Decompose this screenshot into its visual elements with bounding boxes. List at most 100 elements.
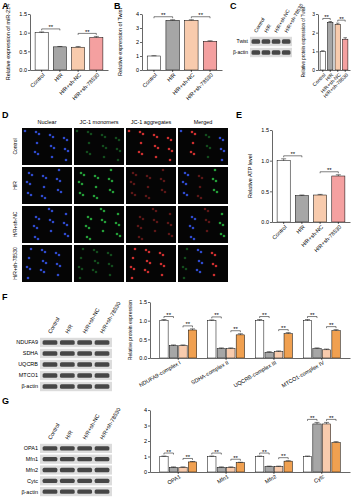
cell-signal [156, 136, 159, 139]
cell-signal [64, 233, 67, 236]
y-tick-mark [140, 14, 142, 15]
cell-signal [131, 192, 134, 195]
blot-band [43, 457, 58, 461]
blot-band [95, 468, 110, 472]
bar [185, 20, 198, 70]
y-axis-line [142, 15, 143, 71]
blot-band [262, 50, 271, 54]
bar [227, 467, 235, 472]
blot-strip [40, 455, 112, 464]
micrograph [74, 245, 124, 282]
cell-signal [154, 230, 157, 233]
cell-signal [163, 180, 166, 183]
cell-signal [145, 195, 148, 198]
y-axis-line [30, 15, 31, 71]
column-header: Nuclear [38, 119, 57, 125]
cell-signal [28, 172, 31, 175]
cell-signal [105, 147, 108, 150]
blot-band [95, 479, 110, 483]
sig-label: ** [198, 12, 203, 18]
lane-label: H/R+sh-78530 [99, 301, 122, 335]
cell-signal [40, 269, 43, 272]
cell-signal [144, 269, 147, 272]
y-tick-label: 1 [144, 454, 147, 460]
bar [322, 424, 330, 472]
x-tick-label: MTCO1-complex IV [280, 359, 325, 389]
cell-signal [134, 194, 137, 197]
y-tick-label: 0 [144, 469, 147, 475]
error-bar [334, 441, 339, 443]
x-tick-label: H/R+sh-78530 [313, 224, 342, 253]
cell-signal [81, 183, 84, 186]
cell-signal [201, 262, 204, 265]
cell-signal [167, 222, 170, 225]
panel-label: C [230, 1, 237, 11]
cell-signal [53, 147, 56, 150]
cell-signal [220, 233, 223, 236]
bar [284, 461, 292, 472]
y-tick-mark [140, 70, 142, 71]
cell-signal [78, 266, 81, 269]
y-tick: 0 [144, 469, 150, 475]
y-tick: 1 [136, 53, 142, 59]
cell-signal [37, 238, 40, 241]
cell-signal [147, 271, 150, 274]
cell-signal [104, 221, 107, 224]
column-header: JC-1 monomers [79, 119, 118, 125]
cell-signal [170, 224, 173, 227]
error-bar [276, 350, 281, 352]
y-tick-label: 4 [144, 407, 147, 413]
error-bar [170, 19, 175, 21]
cell-signal [82, 248, 85, 251]
y-tick-label: 1.5 [139, 299, 147, 305]
blot-band [60, 479, 75, 483]
protein-label: β-actin [233, 49, 248, 55]
cell-signal [104, 136, 107, 139]
x-tick-label: Mfn2 [264, 473, 278, 484]
error-bar [315, 422, 320, 424]
cell-signal [49, 134, 52, 137]
bar [265, 352, 273, 358]
cell-signal [108, 178, 111, 181]
panel-label: B [114, 1, 121, 11]
bar [332, 176, 345, 222]
error-bar [257, 320, 262, 321]
bar [343, 39, 348, 70]
x-tick: Control [141, 70, 158, 89]
cell-signal [214, 254, 217, 257]
sig-label: ** [161, 12, 166, 18]
bar [332, 443, 340, 472]
cell-signal [200, 251, 203, 254]
x-tick-label: Mfn1 [216, 473, 230, 484]
y-tick-mark [148, 410, 150, 411]
cell-signal [212, 178, 215, 181]
y-tick-mark [316, 14, 318, 15]
micrograph [22, 206, 72, 243]
cell-signal [115, 137, 118, 140]
cell-signal [131, 277, 134, 280]
y-tick: 2 [144, 438, 150, 444]
cell-signal [55, 252, 58, 255]
y-tick-mark [316, 70, 318, 71]
panel-label: E [236, 110, 242, 120]
x-tick: Mfn1 [216, 472, 230, 485]
cell-signal [211, 252, 214, 255]
cell-signal [160, 178, 163, 181]
cell-signal [52, 221, 55, 224]
cell-signal [130, 181, 133, 184]
bar [284, 334, 292, 358]
cell-signal [112, 191, 115, 194]
error-bar [76, 46, 81, 48]
cell-signal [182, 266, 185, 269]
cell-signal [60, 191, 63, 194]
x-tick-label: Control [271, 224, 288, 241]
bar [208, 457, 216, 473]
sig-label: ** [166, 312, 171, 318]
bar [236, 335, 244, 358]
y-tick-label: 3 [136, 25, 139, 31]
protein-label: Twist [237, 38, 249, 44]
cell-signal [87, 131, 90, 134]
error-bar [257, 456, 262, 457]
blot-band [60, 340, 75, 344]
cell-signal [191, 216, 194, 219]
